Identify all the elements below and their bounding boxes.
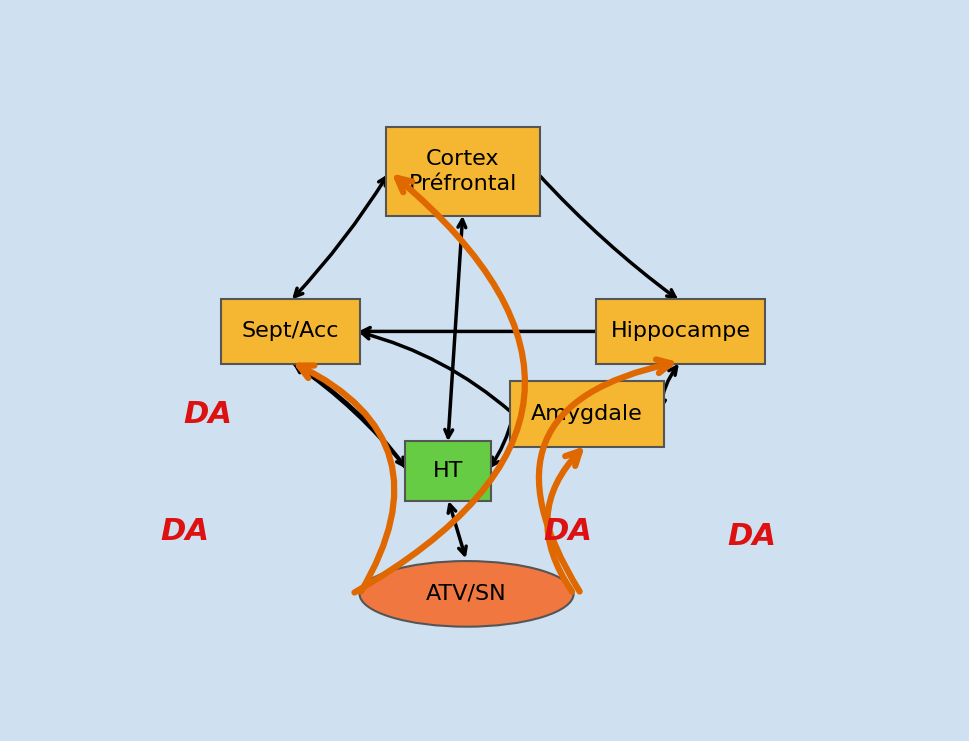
FancyBboxPatch shape [386,127,540,216]
Text: DA: DA [161,516,209,545]
Text: DA: DA [544,516,592,545]
Text: HT: HT [432,461,463,481]
Text: DA: DA [183,399,232,428]
Text: DA: DA [728,522,776,551]
Text: ATV/SN: ATV/SN [426,584,507,604]
Text: Hippocampe: Hippocampe [610,322,751,342]
Text: Amygdale: Amygdale [531,404,642,424]
Text: Sept/Acc: Sept/Acc [241,322,339,342]
FancyBboxPatch shape [405,441,491,501]
Ellipse shape [359,561,574,627]
FancyBboxPatch shape [510,382,664,447]
Text: Cortex
Préfrontal: Cortex Préfrontal [409,149,517,194]
FancyBboxPatch shape [596,299,766,365]
FancyBboxPatch shape [221,299,359,365]
